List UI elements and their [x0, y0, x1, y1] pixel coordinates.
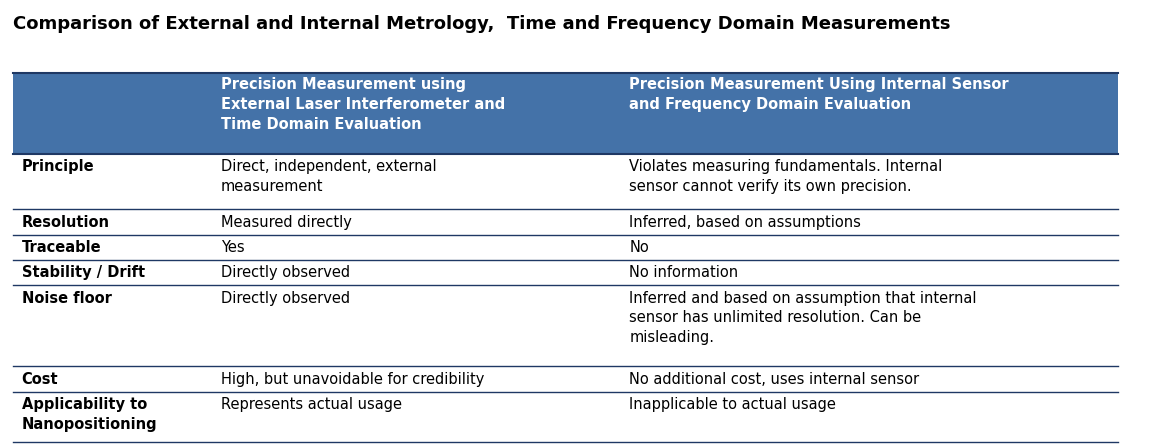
Text: High, but unavoidable for credibility: High, but unavoidable for credibility	[221, 371, 484, 387]
Text: Directly observed: Directly observed	[221, 265, 350, 280]
Text: Comparison of External and Internal Metrology,  Time and Frequency Domain Measur: Comparison of External and Internal Metr…	[13, 15, 950, 33]
Text: No: No	[629, 240, 649, 255]
Text: Cost: Cost	[22, 371, 58, 387]
Text: Direct, independent, external
measurement: Direct, independent, external measuremen…	[221, 159, 436, 194]
Text: Precision Measurement Using Internal Sensor
and Frequency Domain Evaluation: Precision Measurement Using Internal Sen…	[629, 77, 1009, 112]
Text: Represents actual usage: Represents actual usage	[221, 397, 401, 412]
Text: Applicability to
Nanopositioning: Applicability to Nanopositioning	[22, 397, 157, 432]
Text: Directly observed: Directly observed	[221, 291, 350, 306]
Text: Principle: Principle	[22, 159, 95, 174]
Text: Inferred, based on assumptions: Inferred, based on assumptions	[629, 215, 861, 230]
Text: Yes: Yes	[221, 240, 245, 255]
Text: Measured directly: Measured directly	[221, 215, 351, 230]
Text: Resolution: Resolution	[22, 215, 110, 230]
Text: Stability / Drift: Stability / Drift	[22, 265, 145, 280]
Text: Noise floor: Noise floor	[22, 291, 111, 306]
Text: Inferred and based on assumption that internal
sensor has unlimited resolution. : Inferred and based on assumption that in…	[629, 291, 977, 345]
Text: Inapplicable to actual usage: Inapplicable to actual usage	[629, 397, 837, 412]
Text: No additional cost, uses internal sensor: No additional cost, uses internal sensor	[629, 371, 920, 387]
Text: Violates measuring fundamentals. Internal
sensor cannot verify its own precision: Violates measuring fundamentals. Interna…	[629, 159, 943, 194]
Text: Traceable: Traceable	[22, 240, 102, 255]
Text: No information: No information	[629, 265, 738, 280]
Text: Precision Measurement using
External Laser Interferometer and
Time Domain Evalua: Precision Measurement using External Las…	[221, 77, 504, 132]
Bar	[13, 73, 1117, 154]
